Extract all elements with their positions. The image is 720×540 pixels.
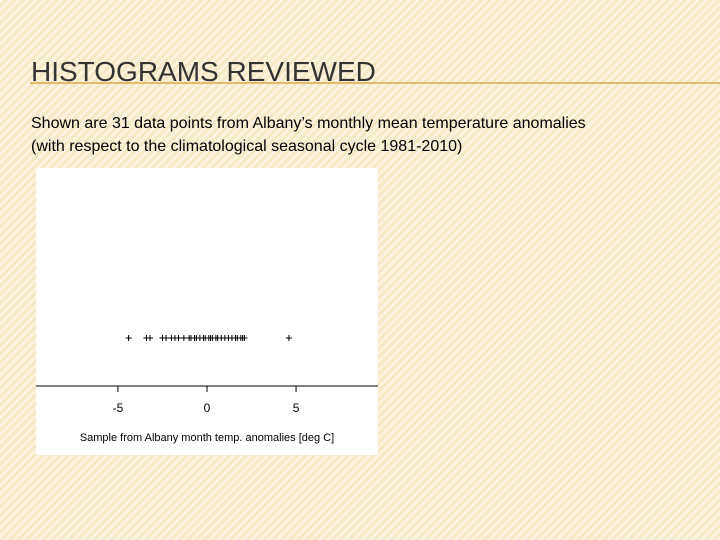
point xyxy=(147,335,153,341)
point xyxy=(175,335,182,341)
slide-title: HISTOGRAMS REVIEWED xyxy=(31,56,376,87)
point xyxy=(125,335,132,341)
point xyxy=(241,335,248,341)
point xyxy=(180,335,187,341)
body-text: Shown are 31 data points from Albany’s m… xyxy=(31,115,586,132)
plot-area xyxy=(36,168,378,455)
x-axis-label: Sample from Albany month temp. anomalies… xyxy=(80,432,334,444)
body-text: (with respect to the climatological seas… xyxy=(31,138,462,155)
point xyxy=(285,335,292,341)
point xyxy=(163,335,170,341)
x-tick-label: -5 xyxy=(113,401,124,415)
x-tick-label: 5 xyxy=(293,401,300,415)
x-tick-label: 0 xyxy=(204,401,211,415)
